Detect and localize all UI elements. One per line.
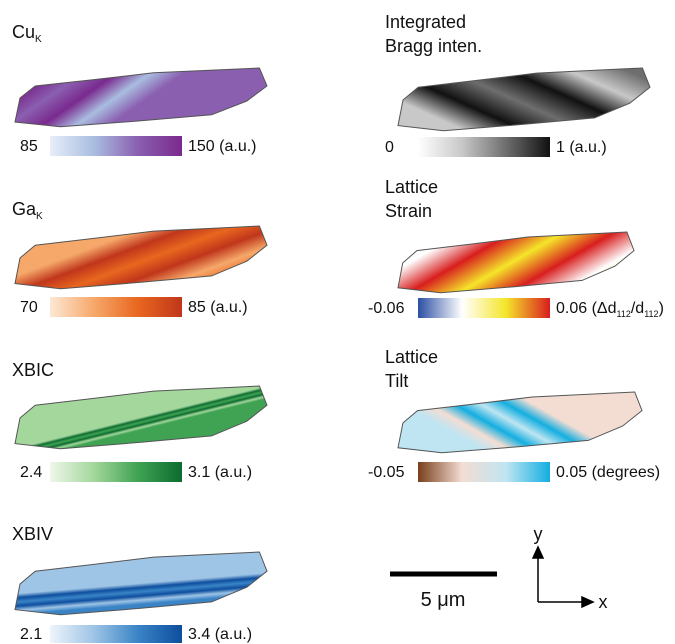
panel: CuK 85 150 (a.u.) <box>12 22 267 156</box>
scale-bar-label: 5 μm <box>421 589 466 611</box>
colorbar-max: 3.4 (a.u.) <box>188 626 252 643</box>
colorbar <box>50 625 182 643</box>
panel-title: Strain <box>385 201 432 221</box>
figure: 5 μm y x CuK85150 (a.u.)GaK7085 (a.u.)XB… <box>0 0 675 644</box>
colorbar-max: 3.1 (a.u.) <box>188 464 252 481</box>
map <box>15 68 267 127</box>
colorbar <box>418 137 550 157</box>
panel: XBIC 2.4 3.1 (a.u.) <box>12 360 267 482</box>
max-part: 85 (a.u.) <box>188 299 248 316</box>
colorbar-max: 85 (a.u.) <box>188 299 248 316</box>
colorbar-min: 2.4 <box>20 464 42 481</box>
map <box>15 386 267 449</box>
colorbar-min: -0.05 <box>368 464 405 481</box>
title-part: Ga <box>12 199 37 219</box>
panel-title: XBIV <box>12 524 53 544</box>
colorbar-min: -0.06 <box>368 300 405 317</box>
max-part: 3.4 (a.u.) <box>188 626 252 643</box>
colorbar <box>50 136 182 156</box>
panel-title: XBIC <box>12 360 54 380</box>
panel-title: Lattice <box>385 347 438 367</box>
title-part: Lattice <box>385 347 438 367</box>
panel-title: Lattice <box>385 177 438 197</box>
colorbar-min: 85 <box>20 138 38 155</box>
colorbar-max: 1 (a.u.) <box>556 139 607 156</box>
panel-title: Integrated <box>385 12 466 32</box>
title-part: Lattice <box>385 177 438 197</box>
colorbar-min: 70 <box>20 299 38 316</box>
map <box>398 232 634 293</box>
panel-title: Bragg inten. <box>385 36 482 56</box>
colorbar <box>418 298 550 318</box>
max-part: /d <box>631 300 644 317</box>
colorbar <box>50 297 182 317</box>
panel: Lattice Tilt -0.05 0.05 (degrees) <box>368 347 660 482</box>
max-part: 3.1 (a.u.) <box>188 464 252 481</box>
title-part: Cu <box>12 22 35 42</box>
panel: GaK 70 85 (a.u.) <box>12 199 267 317</box>
colorbar <box>418 462 550 482</box>
max-part: 150 (a.u.) <box>188 138 256 155</box>
title-part: Bragg inten. <box>385 36 482 56</box>
title-part: XBIC <box>12 360 54 380</box>
max-part: 0.06 (Δd <box>556 300 617 317</box>
panel: XBIV 2.1 3.4 (a.u.) <box>12 524 267 643</box>
axes-icon <box>533 547 593 607</box>
title-part: K <box>35 34 42 45</box>
max-part: 112 <box>617 309 631 319</box>
axis-label: x <box>599 592 608 612</box>
title-part: XBIV <box>12 524 53 544</box>
colorbar-max: 0.06 (Δd112/d112) <box>556 300 664 319</box>
colorbar-max: 0.05 (degrees) <box>556 464 660 481</box>
map <box>398 392 642 453</box>
max-part: ) <box>659 300 664 317</box>
panel-title: Tilt <box>385 371 408 391</box>
map <box>15 226 267 289</box>
colorbar <box>50 462 182 482</box>
map <box>15 552 267 615</box>
axis-label: y <box>534 524 543 544</box>
max-part: 1 (a.u.) <box>556 139 607 156</box>
title-part: K <box>36 211 43 222</box>
title-part: Strain <box>385 201 432 221</box>
colorbar-min: 2.1 <box>20 626 42 643</box>
max-part: 112 <box>644 309 658 319</box>
panel: Integrated Bragg inten. 0 1 (a.u.) <box>385 12 650 157</box>
max-part: 0.05 (degrees) <box>556 464 660 481</box>
colorbar-min: 0 <box>385 139 394 156</box>
title-part: Tilt <box>385 371 408 391</box>
panel-title: CuK <box>12 22 42 45</box>
colorbar-max: 150 (a.u.) <box>188 138 256 155</box>
panel-title: GaK <box>12 199 43 222</box>
title-part: Integrated <box>385 12 466 32</box>
map <box>398 68 650 131</box>
